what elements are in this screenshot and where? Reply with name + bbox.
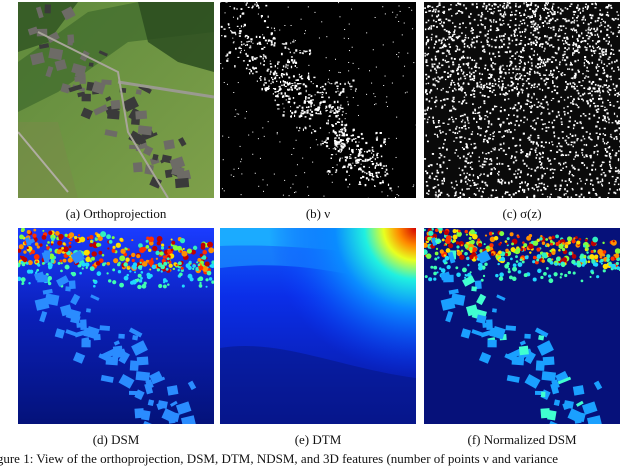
- caption-b: (b) ν: [220, 206, 416, 222]
- caption-e: (e) DTM: [220, 432, 416, 448]
- normalized-dsm-image: [424, 228, 620, 424]
- orthoprojection-image: [18, 2, 214, 198]
- dtm-image: [220, 228, 416, 424]
- figure-caption: Figure 1: View of the orthoprojection, D…: [0, 451, 640, 467]
- nu-feature-image: [220, 2, 416, 198]
- dsm-image: [18, 228, 214, 424]
- caption-c: (c) σ(z): [424, 206, 620, 222]
- caption-d: (d) DSM: [18, 432, 214, 448]
- caption-f: (f) Normalized DSM: [424, 432, 620, 448]
- sigma-z-feature-image: [424, 2, 620, 198]
- caption-a: (a) Orthoprojection: [18, 206, 214, 222]
